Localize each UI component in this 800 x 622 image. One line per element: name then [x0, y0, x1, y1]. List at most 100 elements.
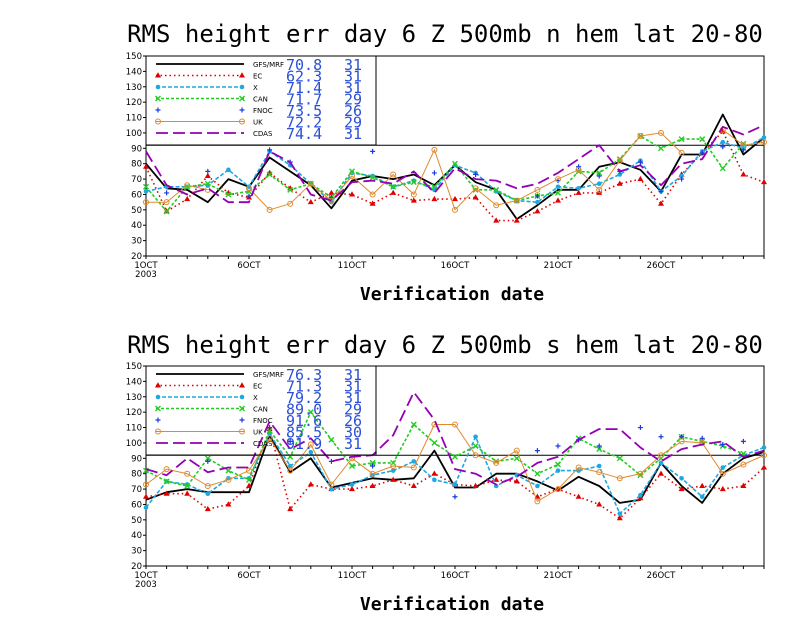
data-point: [431, 170, 437, 176]
data-point: [617, 511, 623, 516]
data-point: [390, 476, 397, 482]
data-point: [246, 185, 252, 192]
series-ec: [143, 425, 767, 521]
x-tick-sublabel: 2003: [135, 580, 157, 590]
y-tick-label: 70: [131, 485, 142, 495]
plot-frame: [145, 55, 765, 257]
y-tick-label: 20: [131, 562, 142, 572]
data-point: [205, 458, 211, 464]
legend-count: 31: [344, 389, 362, 407]
data-point: [513, 478, 520, 484]
data-point: [658, 188, 664, 194]
legend-label: CAN: [253, 96, 268, 104]
plot-frame: [145, 365, 765, 567]
data-point: [143, 199, 149, 206]
legend-label: EC: [253, 383, 262, 391]
data-point: [761, 452, 767, 459]
data-point: [349, 485, 355, 492]
data-point: [720, 144, 726, 150]
y-tick-label: 110: [126, 114, 142, 124]
chart-panel-1: RMS height err day 6 Z 500mb n hem lat 2…: [126, 20, 767, 305]
data-point: [184, 470, 191, 477]
data-point: [472, 443, 479, 449]
data-point: [493, 202, 500, 209]
data-point: [761, 135, 767, 140]
data-point: [369, 174, 376, 181]
data-point: [575, 189, 582, 195]
data-point: [205, 168, 211, 174]
legend-label: CDAS: [253, 130, 273, 138]
data-point: [740, 171, 747, 177]
data-point: [349, 463, 355, 469]
data-point: [349, 482, 355, 487]
data-point: [184, 195, 191, 202]
legend-value: 76.3: [286, 366, 322, 384]
data-point: [287, 463, 293, 469]
series-line: [145, 136, 765, 203]
data-point: [163, 490, 170, 496]
data-point: [266, 206, 273, 213]
legend-label: FNOC: [253, 107, 273, 115]
data-point: [555, 176, 561, 183]
data-point: [369, 200, 376, 206]
data-point: [267, 425, 273, 431]
y-tick-label: 20: [131, 252, 142, 262]
x-tick-label: 26OCT: [647, 261, 676, 271]
data-point: [616, 475, 623, 482]
data-point: [616, 515, 623, 521]
data-point: [308, 449, 314, 455]
chart-title: RMS height err day 6 Z 500mb s hem lat 2…: [127, 331, 763, 359]
data-point: [761, 178, 767, 185]
data-point: [473, 171, 479, 177]
data-point: [390, 183, 397, 190]
data-point: [225, 467, 232, 474]
data-point: [472, 186, 479, 193]
data-point: [555, 184, 561, 190]
data-point: [658, 470, 664, 476]
data-point: [307, 441, 314, 448]
data-point: [534, 448, 540, 454]
data-point: [328, 481, 335, 488]
data-point: [452, 421, 458, 428]
data-point: [431, 195, 438, 202]
data-point: [761, 464, 767, 470]
data-point: [658, 452, 664, 459]
data-point: [307, 481, 314, 487]
x-tick-label: 21OCT: [544, 261, 573, 271]
data-point: [678, 485, 685, 492]
data-point: [204, 172, 211, 178]
data-point: [596, 169, 603, 176]
data-point: [410, 482, 417, 488]
series-uk: [143, 126, 767, 213]
legend-label: UK: [253, 429, 263, 437]
data-point: [555, 197, 561, 203]
data-point: [575, 464, 582, 471]
data-point: [740, 142, 747, 149]
legend-marker: [155, 118, 161, 125]
data-point: [390, 171, 397, 178]
data-point: [390, 463, 397, 469]
data-point: [616, 156, 623, 163]
data-point: [576, 164, 582, 170]
x-tick-label: 6OCT: [237, 261, 261, 271]
legend-label: CDAS: [253, 440, 273, 448]
y-tick-label: 140: [126, 67, 142, 77]
data-point: [596, 443, 602, 449]
legend-count: 29: [344, 91, 362, 109]
legend-label: FNOC: [253, 417, 273, 425]
data-point: [307, 198, 314, 205]
data-point: [328, 195, 334, 201]
data-point: [555, 486, 561, 493]
data-point: [390, 189, 397, 195]
data-point: [637, 495, 644, 501]
data-point: [761, 445, 767, 450]
data-point: [719, 165, 726, 172]
legend-count: 31: [344, 56, 362, 74]
data-point: [267, 147, 273, 153]
data-point: [638, 492, 643, 498]
data-point: [431, 183, 438, 190]
data-point: [658, 460, 664, 466]
legend-count: 31: [344, 366, 362, 384]
legend-count: 31: [344, 68, 362, 86]
